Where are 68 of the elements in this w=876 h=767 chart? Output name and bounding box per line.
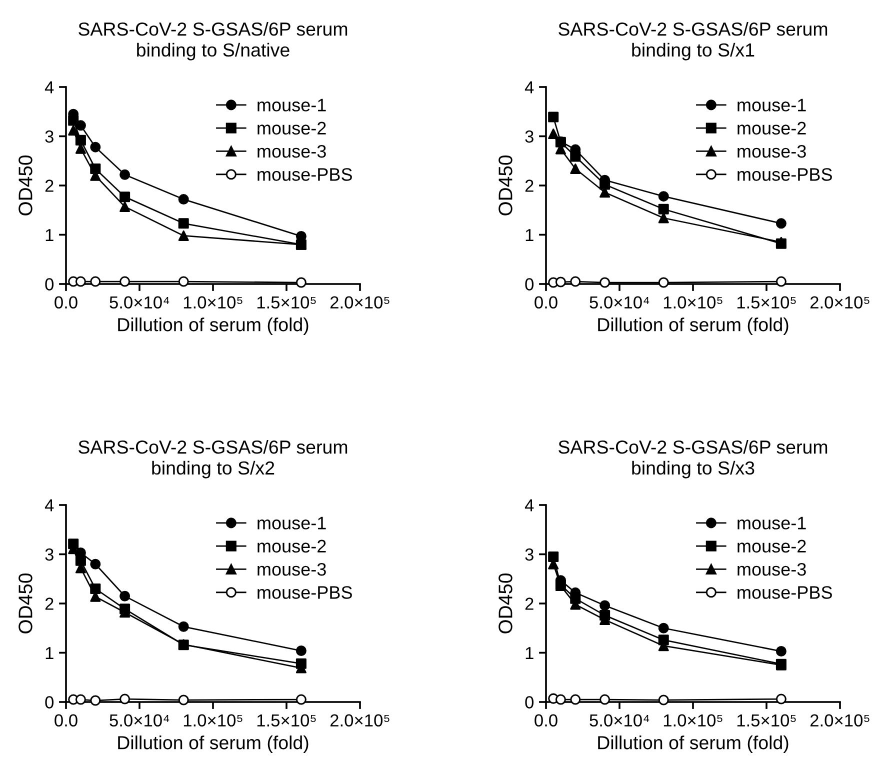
y-tick-label: 3 (45, 130, 54, 143)
y-tick-label: 3 (525, 548, 534, 561)
x-tick-label: 2.0×10⁵ (330, 714, 390, 727)
y-tick-label: 0 (45, 696, 54, 708)
legend-label: mouse-3 (258, 144, 326, 158)
y-tick-label: 0 (525, 696, 534, 708)
y-axis-title: OD450 (18, 155, 32, 216)
y-tick-label: 2 (525, 180, 534, 192)
y-tick-label: 1 (46, 647, 54, 660)
x-tick-label: 1.5×10⁵ (737, 714, 796, 727)
x-tick-label: 0.0 (534, 296, 558, 309)
legend-label: mouse-2 (738, 540, 806, 553)
x-tick-label: 1.5×10⁵ (257, 296, 316, 309)
x-tick-label: 2.0×10⁵ (810, 296, 870, 309)
legend-label: mouse-3 (738, 144, 806, 158)
y-axis-title: OD450 (498, 155, 512, 216)
x-tick-label: 5.0×10⁴ (110, 296, 170, 309)
y-tick-label: 4 (524, 81, 534, 94)
x-tick-label: 1.0×10⁵ (664, 296, 722, 309)
legend-label: mouse-1 (258, 98, 326, 112)
x-tick-label: 1.5×10⁵ (737, 296, 796, 309)
legend-label: mouse-PBS (738, 586, 832, 599)
legend-label: mouse-PBS (258, 168, 352, 181)
x-tick-label: 0.0 (54, 296, 78, 309)
legend-label: mouse-1 (258, 516, 326, 530)
y-tick-label: 2 (45, 180, 54, 192)
x-axis-title: Dillution of serum (fold) (118, 318, 308, 336)
chart-title: SARS-CoV-2 S-GSAS/6P serum binding to S/x3 (558, 440, 828, 478)
y-tick-label: 2 (525, 598, 534, 610)
x-tick-label: 5.0×10⁴ (590, 296, 650, 309)
x-tick-label: 5.0×10⁴ (590, 714, 650, 727)
y-tick-label: 0 (525, 278, 534, 290)
x-tick-label: 1.0×10⁵ (184, 296, 242, 309)
x-tick-label: 1.0×10⁵ (184, 714, 242, 727)
y-tick-label: 4 (44, 499, 54, 512)
chart-title: SARS-CoV-2 S-GSAS/6P serum binding to S/x1 (558, 22, 828, 60)
y-tick-label: 3 (525, 130, 534, 143)
y-tick-label: 4 (44, 81, 54, 94)
y-tick-label: 2 (45, 598, 54, 610)
x-tick-label: 1.5×10⁵ (257, 714, 316, 727)
legend-label: mouse-3 (738, 562, 806, 576)
x-tick-label: 1.0×10⁵ (664, 714, 722, 727)
legend-label: mouse-1 (738, 98, 806, 112)
x-axis-title: Dillution of serum (fold) (598, 736, 788, 754)
legend-label: mouse-2 (738, 122, 806, 135)
y-tick-label: 0 (45, 278, 54, 290)
x-tick-label: 2.0×10⁵ (810, 714, 870, 727)
y-tick-label: 3 (45, 548, 54, 561)
x-tick-label: 2.0×10⁵ (330, 296, 390, 309)
legend-label: mouse-2 (258, 122, 326, 135)
chart-title: SARS-CoV-2 S-GSAS/6P serum binding to S/x2 (78, 440, 348, 478)
x-tick-label: 0.0 (54, 714, 78, 727)
legend-label: mouse-PBS (258, 586, 352, 599)
x-axis-title: Dillution of serum (fold) (598, 318, 788, 336)
legend-label: mouse-PBS (738, 168, 832, 181)
y-axis-title: OD450 (18, 573, 32, 634)
legend-label: mouse-3 (258, 562, 326, 576)
y-tick-label: 1 (46, 229, 54, 242)
y-tick-label: 1 (526, 647, 534, 660)
x-tick-label: 0.0 (534, 714, 558, 727)
x-tick-label: 5.0×10⁴ (110, 714, 170, 727)
x-axis-title: Dillution of serum (fold) (118, 736, 308, 754)
y-tick-label: 4 (524, 499, 534, 512)
chart-title: SARS-CoV-2 S-GSAS/6P serum binding to S/native (78, 22, 348, 60)
y-tick-label: 1 (526, 229, 534, 242)
legend-label: mouse-1 (738, 516, 806, 530)
legend-label: mouse-2 (258, 540, 326, 553)
y-axis-title: OD450 (498, 573, 512, 634)
